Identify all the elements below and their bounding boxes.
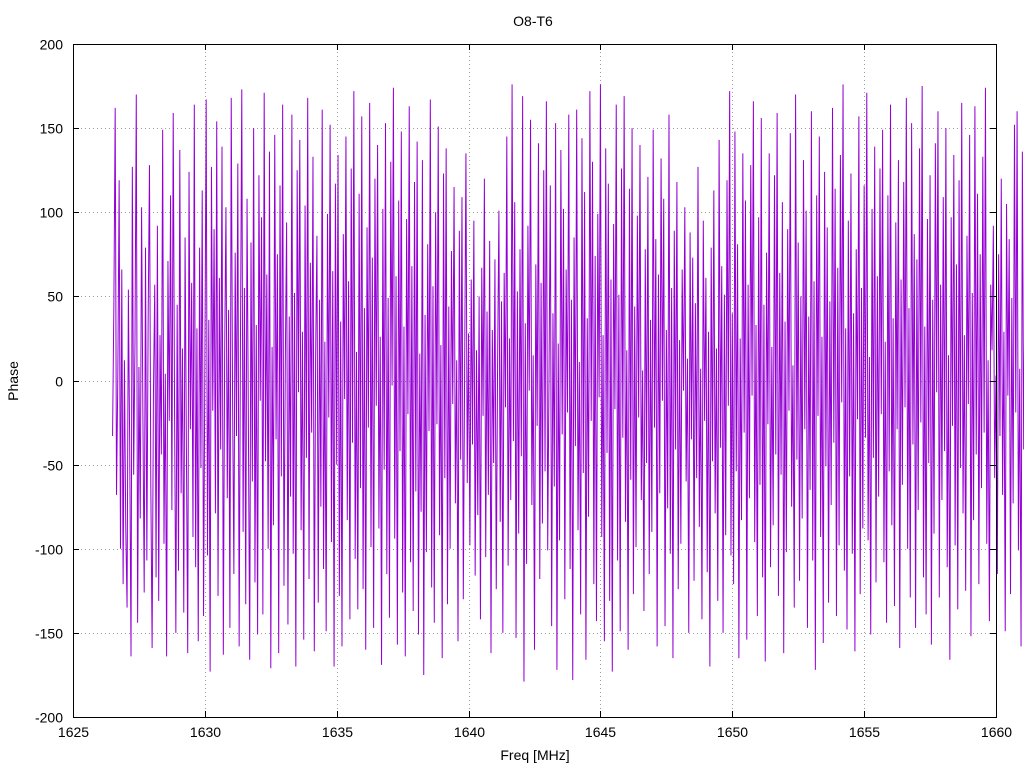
x-tick-label: 1640 xyxy=(454,724,485,740)
y-tick-label: 0 xyxy=(55,374,63,390)
tick-labels: 1625 1630 1635 1640 1645 1650 1655 1660 -200 -150… xyxy=(35,37,1012,741)
chart-title: O8-T6 xyxy=(513,13,553,29)
y-tick-label: 50 xyxy=(47,289,63,305)
y-tick-label: 100 xyxy=(40,205,64,221)
x-axis-title: Freq [MHz] xyxy=(500,747,569,763)
y-tick-label: -200 xyxy=(35,710,63,726)
x-tick-label: 1635 xyxy=(322,724,353,740)
y-tick-label: 150 xyxy=(40,121,64,137)
x-tick-label: 1660 xyxy=(981,724,1012,740)
y-tick-label: -50 xyxy=(43,458,63,474)
y-tick-label: -150 xyxy=(35,626,63,642)
series-layer xyxy=(112,84,1024,682)
phase-series-line xyxy=(112,84,1024,682)
y-tick-label: -100 xyxy=(35,542,63,558)
y-axis-title: Phase xyxy=(5,361,21,401)
x-tick-label: 1655 xyxy=(849,724,880,740)
ticks xyxy=(73,44,997,718)
x-tick-label: 1645 xyxy=(585,724,616,740)
x-tick-label: 1625 xyxy=(58,724,89,740)
x-tick-label: 1650 xyxy=(717,724,748,740)
y-tick-label: 200 xyxy=(40,37,64,53)
x-tick-label: 1630 xyxy=(190,724,221,740)
